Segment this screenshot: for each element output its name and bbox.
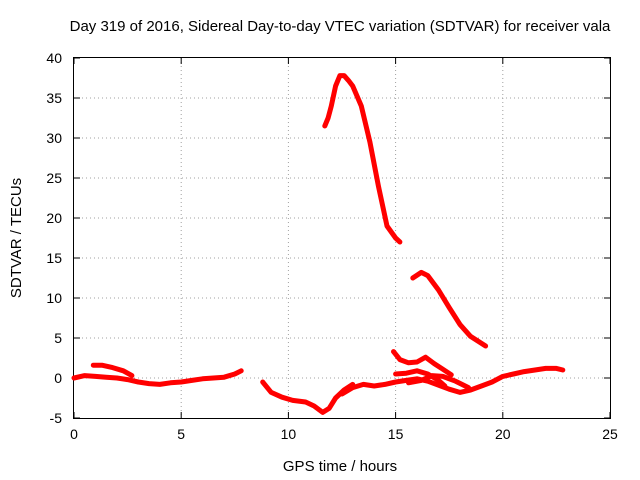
plot-frame	[73, 57, 611, 419]
y-tick-label: 25	[46, 170, 62, 186]
y-tick-label: 40	[46, 50, 62, 66]
series-line-arc-a	[71, 368, 244, 387]
grid	[74, 58, 610, 418]
y-axis-label: SDTVAR / TECUs	[8, 178, 25, 298]
y-tick-label: 15	[46, 250, 62, 266]
series-line-arc-g	[391, 349, 454, 378]
series-line-arc-h	[322, 73, 403, 245]
y-tick-label: 30	[46, 130, 62, 146]
series-line-arc-i	[410, 269, 489, 349]
y-tick-label: -5	[50, 410, 63, 426]
data-series	[71, 73, 566, 415]
series-line-arc-c	[260, 379, 356, 415]
series-line-arc-e	[393, 368, 448, 389]
series-line-arc-f	[406, 373, 471, 391]
axis-ticks: 0 5 10 15 20 25 -5 0 5 10 15 20 25 30 35 40	[46, 50, 618, 442]
y-tick-label: 5	[54, 330, 62, 346]
y-tick-label: 35	[46, 90, 62, 106]
y-tick-label: 10	[46, 290, 62, 306]
x-tick-label: 20	[495, 426, 511, 442]
x-tick-label: 5	[177, 426, 185, 442]
series-line-arc-b	[90, 362, 135, 379]
chart-title: Day 319 of 2016, Sidereal Day-to-day VTE…	[70, 18, 611, 35]
x-tick-label: 0	[70, 426, 78, 442]
y-tick-label: 0	[54, 370, 62, 386]
x-axis-label: GPS time / hours	[283, 458, 397, 475]
series-line-arc-d	[339, 365, 566, 397]
x-tick-label: 25	[602, 426, 618, 442]
x-tick-label: 15	[388, 426, 404, 442]
y-tick-label: 20	[46, 210, 62, 226]
x-tick-label: 10	[281, 426, 297, 442]
